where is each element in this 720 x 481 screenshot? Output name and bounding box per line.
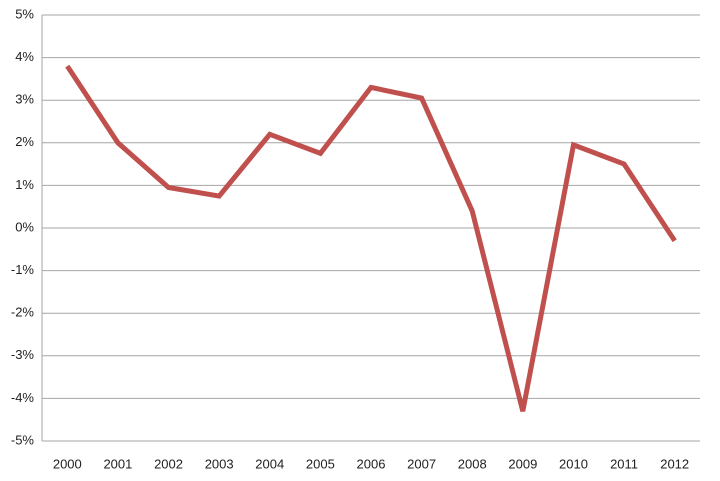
x-tick-label: 2003 [205, 456, 234, 471]
y-tick-label: 0% [15, 219, 34, 234]
x-tick-label: 2010 [559, 456, 588, 471]
y-tick-label: -1% [11, 262, 35, 277]
y-tick-label: 1% [15, 177, 34, 192]
x-tick-label: 2008 [458, 456, 487, 471]
x-tick-label: 2001 [103, 456, 132, 471]
y-tick-label: 2% [15, 134, 34, 149]
y-tick-label: -4% [11, 390, 35, 405]
x-tick-label: 2009 [508, 456, 537, 471]
x-tick-label: 2007 [407, 456, 436, 471]
y-tick-label: 5% [15, 6, 34, 21]
data-line [65, 64, 677, 412]
y-tick-label: 3% [15, 92, 34, 107]
x-tick-label: 2005 [306, 456, 335, 471]
y-tick-label: -5% [11, 432, 35, 447]
y-tick-label: -2% [11, 305, 35, 320]
x-tick-label: 2011 [610, 456, 638, 471]
x-tick-label: 2002 [154, 456, 183, 471]
y-tick-label: -3% [11, 347, 35, 362]
x-tick-label: 2004 [255, 456, 284, 471]
x-tick-label: 2000 [53, 456, 82, 471]
x-tick-label: 2012 [660, 456, 689, 471]
y-tick-label: 4% [15, 49, 34, 64]
x-tick-label: 2006 [357, 456, 386, 471]
